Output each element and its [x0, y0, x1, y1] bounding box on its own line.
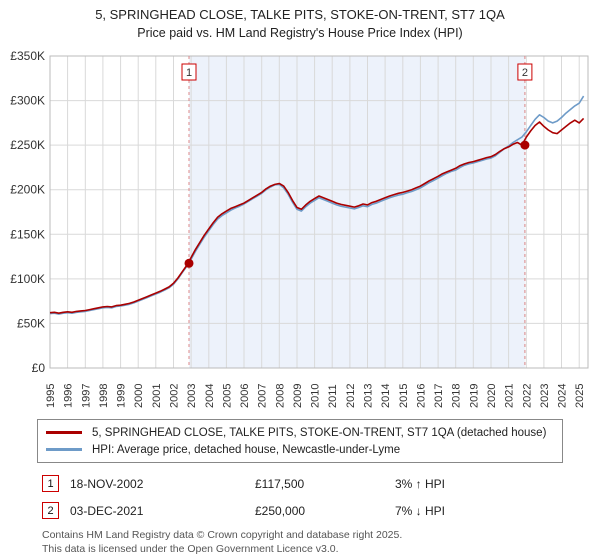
svg-text:2: 2 — [522, 67, 528, 79]
svg-text:£100K: £100K — [10, 272, 45, 286]
svg-text:2020: 2020 — [486, 384, 498, 408]
svg-text:2016: 2016 — [415, 384, 427, 408]
page-subtitle: Price paid vs. HM Land Registry's House … — [137, 26, 463, 40]
svg-text:2000: 2000 — [133, 384, 145, 408]
legend-label: HPI: Average price, detached house, Newc… — [92, 443, 401, 456]
license-footer: Contains HM Land Registry data © Crown c… — [42, 529, 600, 556]
svg-text:2009: 2009 — [292, 384, 304, 408]
svg-text:1997: 1997 — [80, 384, 92, 408]
svg-text:2013: 2013 — [363, 384, 375, 408]
price-chart[interactable]: 1995 1996 1997 1998 1999 2000 2001 2002 2003 2004… — [0, 42, 600, 414]
svg-text:2024: 2024 — [557, 384, 569, 408]
svg-text:2002: 2002 — [169, 384, 181, 408]
svg-text:2017: 2017 — [433, 384, 445, 408]
blue-line-swatch — [46, 448, 82, 451]
svg-text:1996: 1996 — [63, 384, 75, 408]
sale-marker-2: 2 — [42, 502, 59, 519]
svg-text:2023: 2023 — [539, 384, 551, 408]
svg-text:2018: 2018 — [451, 384, 463, 408]
svg-text:2019: 2019 — [468, 384, 480, 408]
chart-area: 1995 1996 1997 1998 1999 2000 2001 2002 2003 2004… — [0, 42, 600, 419]
chart-header: 5, SPRINGHEAD CLOSE, TALKE PITS, STOKE-O… — [0, 0, 600, 40]
svg-text:2022: 2022 — [521, 384, 533, 408]
svg-text:£150K: £150K — [10, 227, 45, 241]
svg-text:2015: 2015 — [398, 384, 410, 408]
svg-text:£200K: £200K — [10, 183, 45, 197]
svg-text:1: 1 — [186, 67, 192, 79]
svg-text:2025: 2025 — [574, 384, 586, 408]
sale-annotations: 1 18-NOV-2002 £117,500 3% ↑ HPI 2 03-DEC… — [42, 475, 600, 519]
sale-row-2: 2 03-DEC-2021 £250,000 7% ↓ HPI — [42, 502, 600, 519]
svg-text:2006: 2006 — [239, 384, 251, 408]
page-title: 5, SPRINGHEAD CLOSE, TALKE PITS, STOKE-O… — [95, 7, 505, 22]
svg-text:2005: 2005 — [221, 384, 233, 408]
svg-text:2012: 2012 — [345, 384, 357, 408]
svg-text:£50K: £50K — [17, 316, 45, 330]
sale-price: £250,000 — [255, 503, 306, 518]
svg-text:1999: 1999 — [116, 384, 128, 408]
svg-text:£250K: £250K — [10, 138, 45, 152]
sale-price: £117,500 — [255, 476, 305, 491]
red-line-swatch — [46, 431, 82, 434]
sale-hpi-delta: 3% ↑ HPI — [395, 476, 446, 491]
svg-text:£350K: £350K — [10, 49, 45, 63]
svg-text:2011: 2011 — [327, 384, 339, 408]
svg-text:£300K: £300K — [10, 94, 45, 108]
svg-text:2007: 2007 — [257, 384, 269, 408]
sale-hpi-delta: 7% ↓ HPI — [395, 503, 446, 518]
sale-row-1: 1 18-NOV-2002 £117,500 3% ↑ HPI — [42, 475, 600, 492]
footer-line-2: This data is licensed under the Open Gov… — [42, 542, 339, 555]
sale-date: 03-DEC-2021 — [70, 503, 144, 518]
legend-label: 5, SPRINGHEAD CLOSE, TALKE PITS, STOKE-O… — [92, 426, 547, 439]
svg-text:£0: £0 — [32, 361, 46, 375]
svg-text:2014: 2014 — [380, 384, 392, 408]
svg-text:2003: 2003 — [186, 384, 198, 408]
svg-text:2004: 2004 — [204, 384, 216, 408]
legend-item-hpi[interactable]: HPI: Average price, detached house, Newc… — [46, 441, 554, 458]
svg-text:1998: 1998 — [98, 384, 110, 408]
footer-line-1: Contains HM Land Registry data © Crown c… — [42, 529, 403, 541]
svg-text:2010: 2010 — [310, 384, 322, 408]
svg-text:2021: 2021 — [504, 384, 516, 408]
svg-text:2001: 2001 — [151, 384, 163, 408]
legend-item-property[interactable]: 5, SPRINGHEAD CLOSE, TALKE PITS, STOKE-O… — [46, 424, 554, 441]
svg-text:2008: 2008 — [274, 384, 286, 408]
chart-legend: 5, SPRINGHEAD CLOSE, TALKE PITS, STOKE-O… — [37, 419, 563, 463]
svg-text:1995: 1995 — [45, 384, 57, 408]
sale-date: 18-NOV-2002 — [70, 476, 144, 491]
sale-marker-1: 1 — [42, 475, 59, 492]
